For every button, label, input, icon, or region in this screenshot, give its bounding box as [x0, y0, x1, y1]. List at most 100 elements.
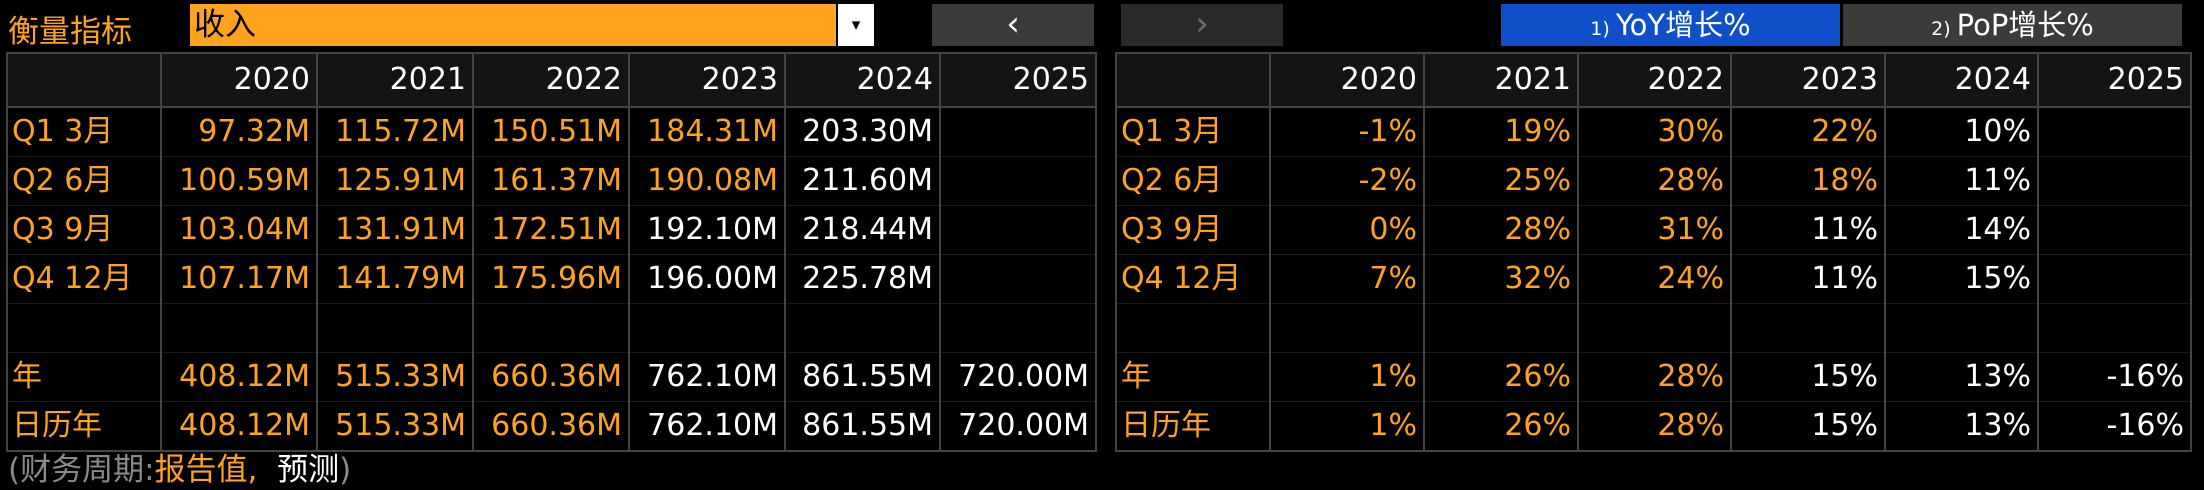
metric-select[interactable]: 收入 — [190, 4, 836, 46]
table-cell: 13% — [1885, 352, 2039, 402]
table-cell: 10% — [1885, 107, 2039, 157]
table-cell — [940, 205, 1097, 255]
year-header: 2024 — [1885, 52, 2039, 108]
year-header: 2020 — [1270, 52, 1425, 108]
table-cell — [161, 303, 318, 353]
table-row: Q2 6月 100.59M 125.91M 161.37M 190.08M 211.60M — [7, 156, 1097, 206]
table-cell: 15% — [1731, 352, 1886, 402]
table-cell: -1% — [1270, 107, 1425, 157]
table-row: 年 1% 26% 28% 15% 13% -16% — [1116, 352, 2192, 402]
table-cell: 861.55M — [785, 352, 941, 402]
row-label — [1116, 303, 1271, 353]
table-cell: 203.30M — [785, 107, 941, 157]
table-cell: 150.51M — [473, 107, 630, 157]
row-label-header — [7, 52, 162, 108]
table-cell: 15% — [1885, 254, 2039, 304]
table-cell: 408.12M — [161, 401, 318, 452]
row-label: Q2 6月 — [1116, 156, 1271, 206]
chevron-left-icon: ‹ — [1006, 4, 1020, 44]
table-cell: 11% — [1885, 156, 2039, 206]
table-cell: 15% — [1731, 401, 1886, 452]
table-row: Q2 6月 -2% 25% 28% 18% 11% — [1116, 156, 2192, 206]
row-label — [7, 303, 162, 353]
row-label: Q3 9月 — [7, 205, 162, 255]
year-header: 2021 — [317, 52, 474, 108]
table-cell: 26% — [1424, 401, 1579, 452]
chevron-down-icon[interactable]: ▾ — [838, 4, 874, 46]
year-header: 2020 — [161, 52, 318, 108]
table-cell: 28% — [1578, 401, 1732, 452]
table-cell — [1578, 303, 1732, 353]
table-cell — [2038, 205, 2192, 255]
row-label: 日历年 — [1116, 401, 1271, 452]
table-cell: 13% — [1885, 401, 2039, 452]
chevron-right-icon: › — [1195, 4, 1209, 44]
table-row: 日历年 408.12M 515.33M 660.36M 762.10M 861.55M 72… — [7, 401, 1097, 452]
prev-page-button[interactable]: ‹ — [932, 4, 1094, 46]
table-cell: 28% — [1578, 156, 1732, 206]
tab-label: YoY增长% — [1615, 8, 1751, 42]
table-cell: 7% — [1270, 254, 1425, 304]
table-cell: 861.55M — [785, 401, 941, 452]
table-cell — [940, 303, 1097, 353]
table-cell: 660.36M — [473, 352, 630, 402]
table-cell: 115.72M — [317, 107, 474, 157]
revenue-table: 2020 2021 2022 2023 2024 2025 Q1 3月 97.32… — [6, 52, 1097, 452]
legend-prefix: (财务周期: — [8, 452, 155, 488]
table-row: Q1 3月 97.32M 115.72M 150.51M 184.31M 203.30M — [7, 107, 1097, 157]
legend-suffix: ) — [339, 452, 352, 488]
tab-yoy-growth[interactable]: 1) YoY增长% — [1501, 4, 1840, 46]
table-cell: 720.00M — [940, 401, 1097, 452]
table-cell — [317, 303, 474, 353]
table-cell: 125.91M — [317, 156, 474, 206]
table-row: Q3 9月 0% 28% 31% 11% 14% — [1116, 205, 2192, 255]
row-label: Q3 9月 — [1116, 205, 1271, 255]
table-cell: 22% — [1731, 107, 1886, 157]
row-label: Q2 6月 — [7, 156, 162, 206]
row-label: 年 — [1116, 352, 1271, 402]
tab-pop-growth[interactable]: 2) PoP增长% — [1843, 4, 2182, 46]
table-cell: 172.51M — [473, 205, 630, 255]
year-header: 2025 — [940, 52, 1097, 108]
table-cell: 18% — [1731, 156, 1886, 206]
year-header: 2022 — [473, 52, 630, 108]
tab-hotkey: 1) — [1590, 18, 1610, 40]
table-cell: 192.10M — [629, 205, 786, 255]
next-page-button[interactable]: › — [1121, 4, 1283, 46]
table-cell — [940, 156, 1097, 206]
table-cell: 1% — [1270, 352, 1425, 402]
table-cell — [2038, 156, 2192, 206]
table-cell: 1% — [1270, 401, 1425, 452]
table-cell — [1424, 303, 1579, 353]
table-row: Q3 9月 103.04M 131.91M 172.51M 192.10M 218.44M — [7, 205, 1097, 255]
table-cell: 97.32M — [161, 107, 318, 157]
row-label: Q4 12月 — [7, 254, 162, 304]
table-cell — [2038, 107, 2192, 157]
row-label: 年 — [7, 352, 162, 402]
row-label: Q4 12月 — [1116, 254, 1271, 304]
table-cell: 32% — [1424, 254, 1579, 304]
table-cell: 184.31M — [629, 107, 786, 157]
tab-label: PoP增长% — [1956, 8, 2094, 42]
row-label: 日历年 — [7, 401, 162, 452]
table-cell — [629, 303, 786, 353]
table-cell — [940, 254, 1097, 304]
table-cell — [473, 303, 630, 353]
table-cell: 0% — [1270, 205, 1425, 255]
table-cell: 762.10M — [629, 352, 786, 402]
legend-estimate: 预测 — [277, 452, 340, 488]
yoy-growth-table: 2020 2021 2022 2023 2024 2025 Q1 3月 -1% 19… — [1115, 52, 2192, 452]
table-cell: 408.12M — [161, 352, 318, 402]
year-header: 2025 — [2038, 52, 2192, 108]
table-cell: 196.00M — [629, 254, 786, 304]
table-cell: 762.10M — [629, 401, 786, 452]
table-cell: 515.33M — [317, 352, 474, 402]
year-header: 2024 — [785, 52, 941, 108]
table-row: 日历年 1% 26% 28% 15% 13% -16% — [1116, 401, 2192, 452]
table-header-row: 2020 2021 2022 2023 2024 2025 — [7, 52, 1097, 108]
table-cell: 141.79M — [317, 254, 474, 304]
row-label-header — [1116, 52, 1271, 108]
table-cell: 100.59M — [161, 156, 318, 206]
table-row: Q4 12月 107.17M 141.79M 175.96M 196.00M 225.78… — [7, 254, 1097, 304]
legend-reported: 报告值, — [154, 452, 258, 488]
